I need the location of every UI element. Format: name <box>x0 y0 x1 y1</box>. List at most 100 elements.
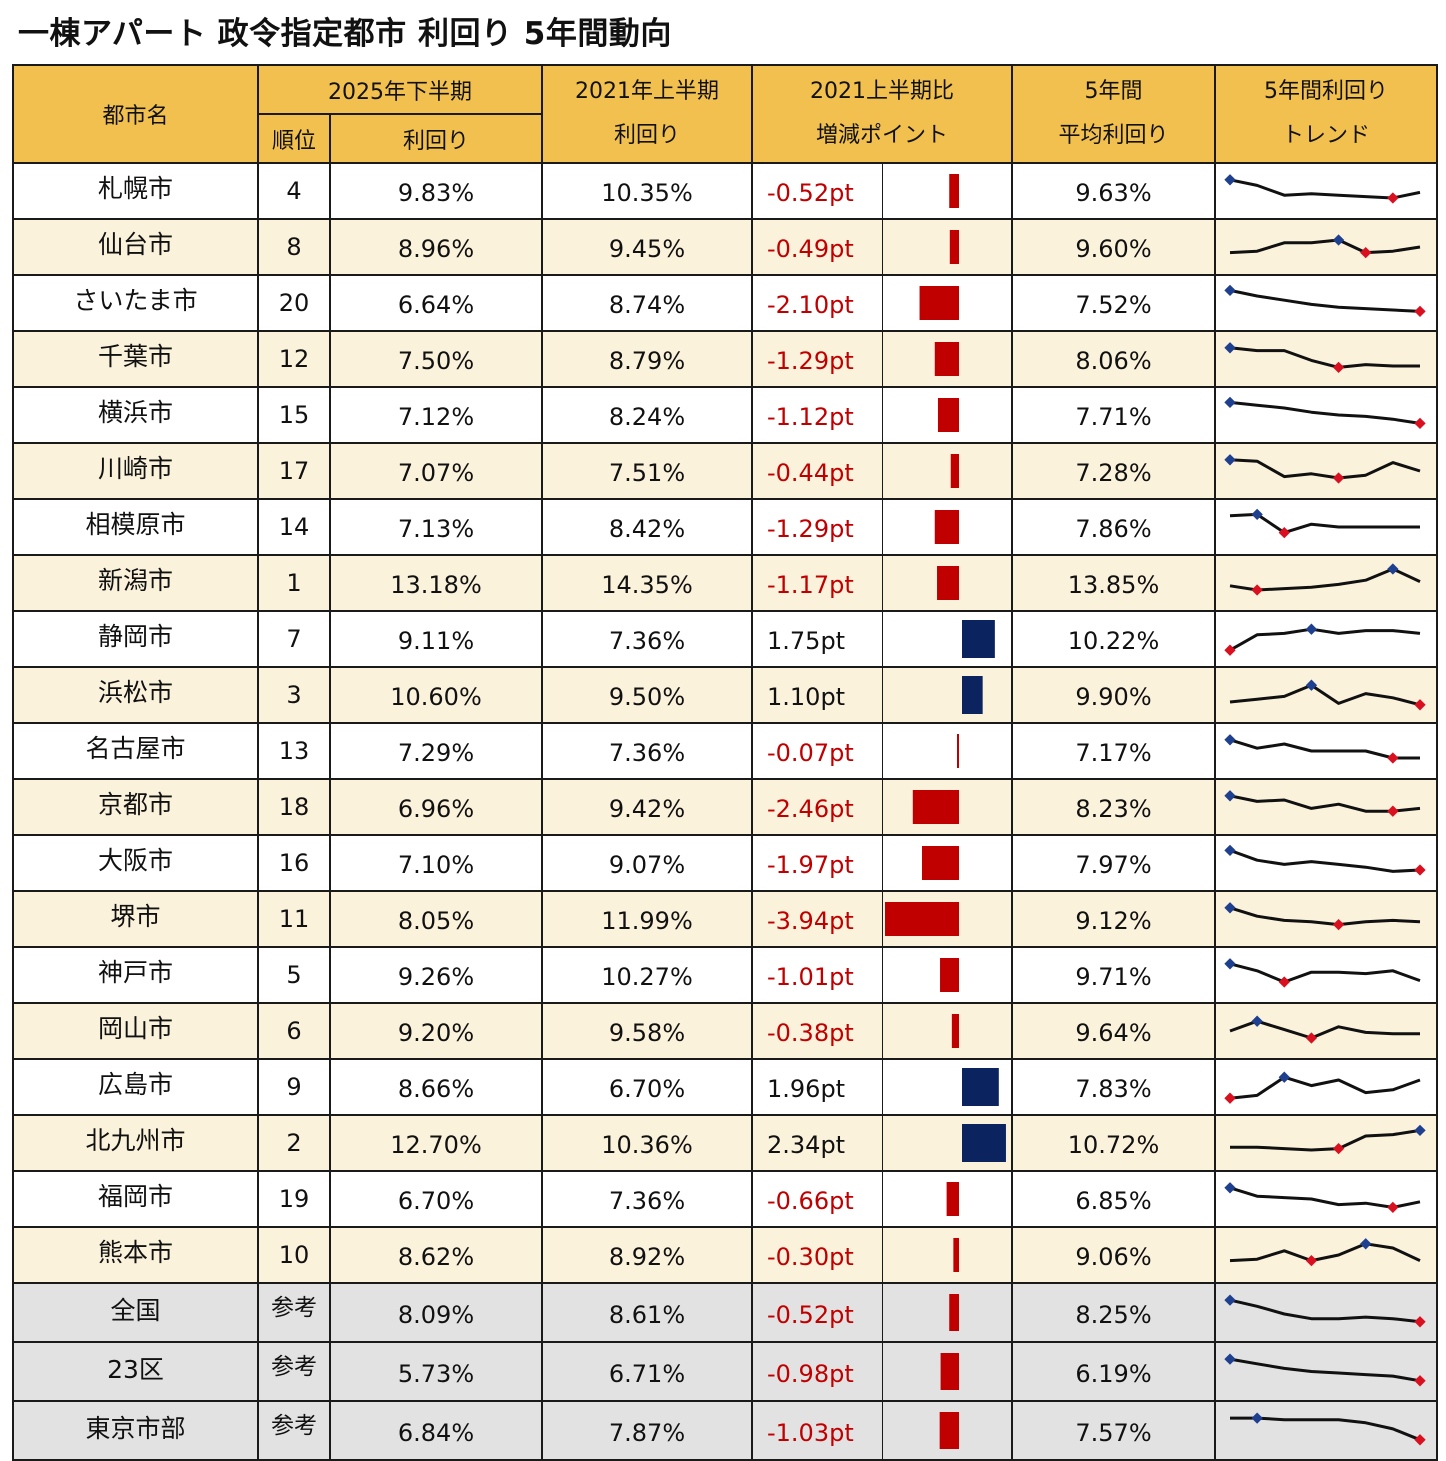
yield-2021-cell: 9.45% <box>541 218 753 276</box>
rank-cell: 20 <box>257 274 331 332</box>
avg-yield-cell: 9.64% <box>1011 1002 1216 1060</box>
yield-2025-cell: 6.70% <box>329 1170 543 1228</box>
diff-cell: 1.75pt <box>751 610 882 668</box>
diff-bar-chart <box>948 1294 959 1331</box>
avg-yield-cell: 7.17% <box>1011 722 1216 780</box>
trend-cell <box>1214 218 1438 276</box>
diff-bar-cell <box>881 1114 1013 1172</box>
trend-cell <box>1214 1114 1438 1172</box>
rank-cell: 1 <box>257 554 331 612</box>
yield-2021-cell: 9.42% <box>541 778 753 836</box>
diff-bar-chart <box>921 846 959 880</box>
diff-bar-chart <box>934 342 959 376</box>
yield-2021-cell: 7.36% <box>541 722 753 780</box>
diff-bar-negative <box>934 510 959 544</box>
trend-line <box>1229 906 1421 927</box>
trend-sparkline <box>1224 174 1421 204</box>
table-row: 相模原市 14 7.13% 8.42% -1.29pt 7.86% <box>12 498 1438 556</box>
trend-high-marker <box>1224 396 1236 409</box>
trend-cell <box>1214 778 1438 836</box>
yield-2025-cell: 6.84% <box>329 1400 543 1461</box>
city-cell: 全国 <box>12 1282 259 1343</box>
trend-sparkline <box>1229 563 1421 596</box>
diff-cell: -3.94pt <box>751 890 882 948</box>
trend-sparkline <box>1224 1182 1421 1214</box>
trend-high-marker <box>1224 958 1236 970</box>
table-row: 23区 参考 5.73% 6.71% -0.98pt 6.19% <box>12 1341 1438 1402</box>
diff-bar-cell <box>881 778 1013 836</box>
diff-cell: -0.07pt <box>751 722 882 780</box>
yield-2025-cell: 5.73% <box>329 1341 543 1402</box>
header-2021-line2: 利回り <box>613 123 680 148</box>
trend-line <box>1229 288 1421 313</box>
header-yield: 利回り <box>329 113 543 164</box>
diff-bar-negative <box>946 1182 959 1216</box>
city-cell: 相模原市 <box>12 498 259 556</box>
trend-low-marker <box>1305 1254 1318 1267</box>
diff-bar-negative <box>948 1294 959 1331</box>
city-cell: 横浜市 <box>12 386 259 444</box>
trend-low-marker <box>1387 1201 1399 1214</box>
yield-2021-cell: 6.71% <box>541 1341 753 1402</box>
city-cell: 仙台市 <box>12 218 259 276</box>
yield-2021-cell: 8.42% <box>541 498 753 556</box>
header-trend-line2: トレンド <box>1281 123 1370 148</box>
city-cell: 千葉市 <box>12 330 259 388</box>
yield-table: 都市名 2025年下半期 2021年上半期 利回り 2021上半期比 増減ポイン… <box>12 64 1438 1461</box>
diff-bar-negative <box>948 174 959 208</box>
diff-bar-cell <box>881 1282 1013 1343</box>
diff-cell: -0.52pt <box>751 1282 882 1343</box>
trend-cell <box>1214 1058 1438 1116</box>
diff-cell: -0.98pt <box>751 1341 882 1402</box>
table-row: 新潟市 1 13.18% 14.35% -1.17pt 13.85% <box>12 554 1438 612</box>
trend-high-marker <box>1224 342 1236 354</box>
trend-low-marker <box>1414 417 1426 430</box>
trend-cell <box>1214 386 1438 444</box>
diff-cell: -0.66pt <box>751 1170 882 1228</box>
avg-yield-cell: 6.19% <box>1011 1341 1216 1402</box>
trend-line <box>1229 848 1421 873</box>
trend-low-marker <box>1414 1316 1426 1328</box>
header-trend-line1: 5年間利回り <box>1264 79 1388 104</box>
header-avg: 5年間 平均利回り <box>1011 64 1216 164</box>
rank-cell: 5 <box>257 946 331 1004</box>
header-diff-line2: 増減ポイント <box>815 123 948 148</box>
table-row: 千葉市 12 7.50% 8.79% -1.29pt 8.06% <box>12 330 1438 388</box>
diff-cell: -1.03pt <box>751 1400 882 1461</box>
diff-bar-chart <box>949 230 959 264</box>
trend-sparkline <box>1224 958 1421 988</box>
diff-bar-cell <box>881 330 1013 388</box>
diff-bar-chart <box>939 958 959 992</box>
city-cell: 浜松市 <box>12 666 259 724</box>
avg-yield-cell: 7.86% <box>1011 498 1216 556</box>
diff-bar-negative <box>919 286 959 320</box>
diff-bar-cell <box>881 1341 1013 1402</box>
diff-bar-cell <box>881 890 1013 948</box>
yield-2025-cell: 7.29% <box>329 722 543 780</box>
yield-2025-cell: 6.96% <box>329 778 543 836</box>
header-rank: 順位 <box>257 113 331 164</box>
yield-2021-cell: 7.51% <box>541 442 753 500</box>
diff-bar-cell <box>881 1400 1013 1461</box>
city-cell: 静岡市 <box>12 610 259 668</box>
yield-2025-cell: 8.62% <box>329 1226 543 1284</box>
rank-cell: 16 <box>257 834 331 892</box>
diff-bar-chart <box>937 398 959 432</box>
diff-bar-chart <box>961 1068 999 1106</box>
table-row: 京都市 18 6.96% 9.42% -2.46pt 8.23% <box>12 778 1438 836</box>
yield-2021-cell: 9.07% <box>541 834 753 892</box>
rank-cell: 10 <box>257 1226 331 1284</box>
trend-sparkline <box>1224 454 1421 484</box>
trend-low-marker <box>1414 699 1426 711</box>
trend-line <box>1229 1075 1421 1100</box>
trend-high-marker <box>1414 1124 1426 1137</box>
diff-bar-negative <box>934 342 959 376</box>
yield-2021-cell: 14.35% <box>541 554 753 612</box>
avg-yield-cell: 9.06% <box>1011 1226 1216 1284</box>
avg-yield-cell: 7.28% <box>1011 442 1216 500</box>
diff-cell: 2.34pt <box>751 1114 882 1172</box>
diff-bar-cell <box>881 274 1013 332</box>
yield-2021-cell: 8.74% <box>541 274 753 332</box>
yield-2025-cell: 7.07% <box>329 442 543 500</box>
diff-bar-positive <box>961 1068 999 1106</box>
